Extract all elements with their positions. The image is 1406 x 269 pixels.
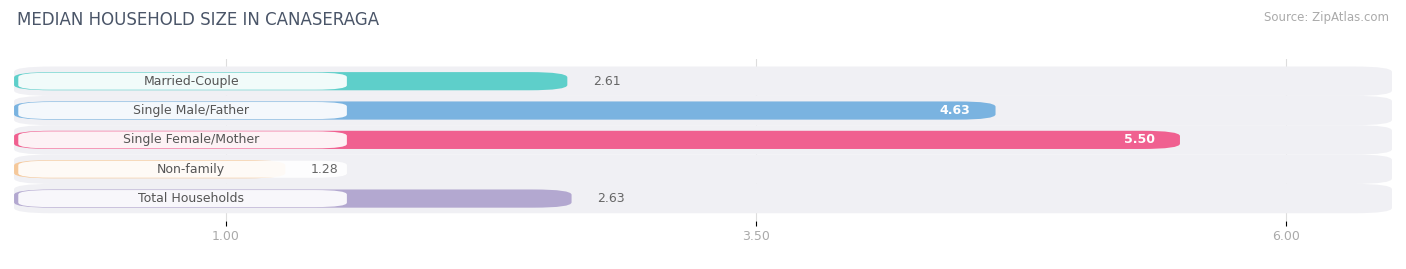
Text: MEDIAN HOUSEHOLD SIZE IN CANASERAGA: MEDIAN HOUSEHOLD SIZE IN CANASERAGA [17,11,380,29]
Text: Source: ZipAtlas.com: Source: ZipAtlas.com [1264,11,1389,24]
FancyBboxPatch shape [18,73,347,90]
FancyBboxPatch shape [14,160,285,178]
FancyBboxPatch shape [14,72,568,90]
Text: Married-Couple: Married-Couple [143,75,239,88]
FancyBboxPatch shape [14,101,995,120]
FancyBboxPatch shape [14,66,1392,96]
Text: Non-family: Non-family [157,163,225,176]
FancyBboxPatch shape [14,131,1180,149]
Text: 2.63: 2.63 [598,192,624,205]
Text: 1.28: 1.28 [311,163,339,176]
FancyBboxPatch shape [14,96,1392,125]
FancyBboxPatch shape [14,189,572,208]
Text: Single Male/Father: Single Male/Father [134,104,249,117]
FancyBboxPatch shape [18,161,347,178]
FancyBboxPatch shape [18,190,347,207]
Text: Single Female/Mother: Single Female/Mother [122,133,259,146]
FancyBboxPatch shape [14,184,1392,213]
Text: 2.61: 2.61 [593,75,620,88]
Text: Total Households: Total Households [138,192,245,205]
FancyBboxPatch shape [14,125,1392,155]
Text: 5.50: 5.50 [1123,133,1154,146]
Text: 4.63: 4.63 [939,104,970,117]
FancyBboxPatch shape [18,131,347,148]
FancyBboxPatch shape [18,102,347,119]
FancyBboxPatch shape [14,155,1392,184]
